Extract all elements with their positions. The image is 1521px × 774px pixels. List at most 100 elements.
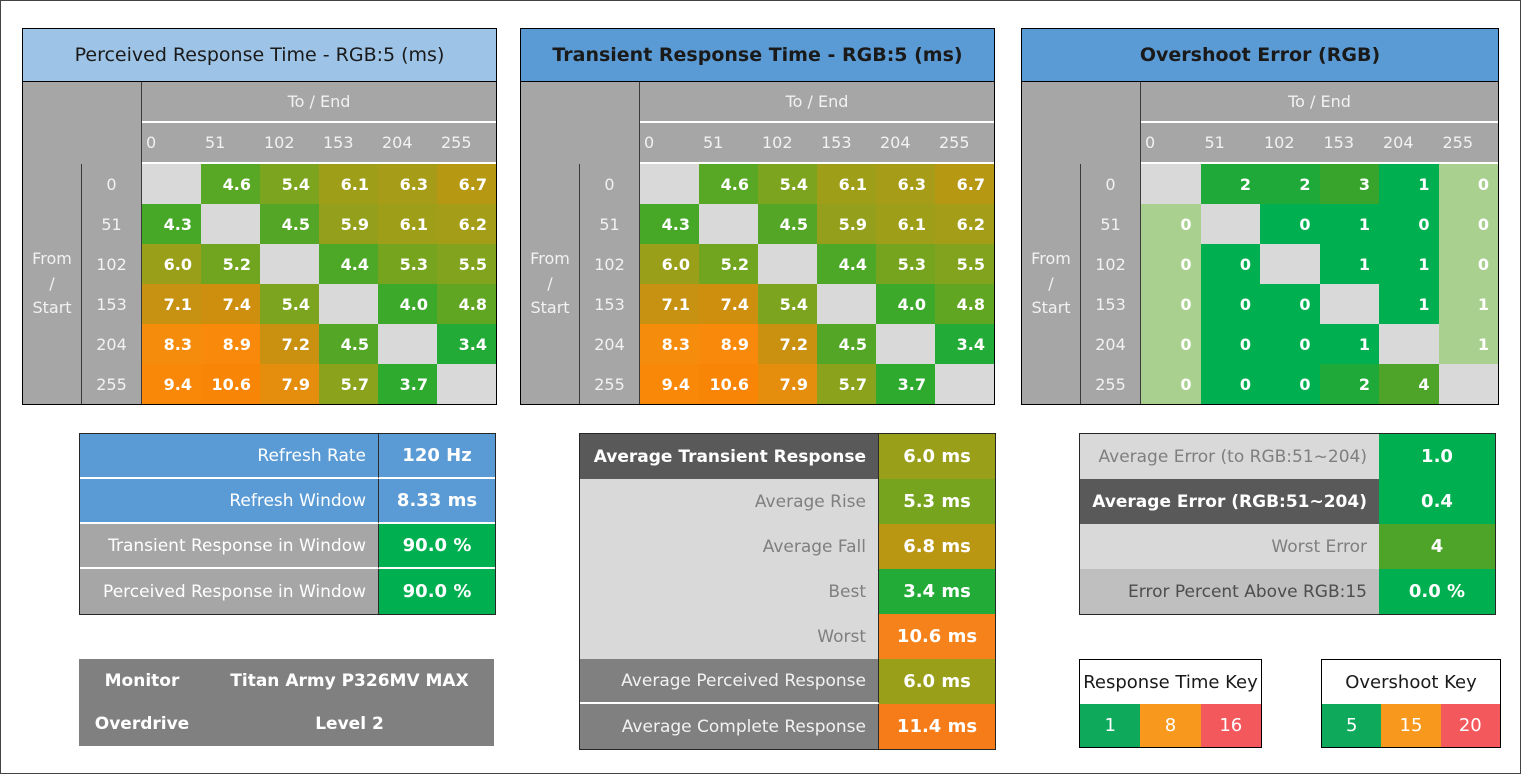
summary-value: 90.0 % (379, 569, 495, 614)
summary-label: Average Rise (580, 479, 879, 524)
heatmap-cell: 6.1 (319, 164, 378, 204)
heatmap-cell: 6.7 (437, 164, 496, 204)
transient-response-heatmap: Transient Response Time - RGB:5 (ms) To /… (520, 28, 995, 405)
row-group-label-line: Start (32, 298, 72, 318)
col-header-51: 51 (201, 123, 260, 164)
col-header-153: 153 (319, 123, 378, 164)
col-header-51: 51 (1200, 123, 1260, 164)
heatmap-cell-diagonal (876, 324, 935, 364)
heatmap-cell: 5.9 (319, 204, 378, 244)
heatmap-cell: 1 (1379, 164, 1439, 204)
heatmap-cell: 1 (1319, 324, 1379, 364)
heatmap-cell: 1 (1379, 244, 1439, 284)
summary-label: Worst (580, 614, 879, 659)
row-group-label-line: / (1048, 273, 1054, 293)
heatmap-cell-diagonal (1200, 204, 1260, 244)
to-end-header: To / End (640, 82, 994, 123)
heatmap-cell: 0 (1200, 364, 1260, 404)
monitor-info-block: Monitor Titan Army P326MV MAX Overdrive Lev… (79, 659, 494, 746)
summary-label: Average Complete Response (580, 704, 879, 749)
row-header-255: 255 (580, 364, 640, 404)
heatmap-cell: 0 (1141, 204, 1201, 244)
heatmap-cell: 10.6 (699, 364, 758, 404)
summary-value: 3.4 ms (879, 569, 995, 614)
heatmap-cell: 0 (1438, 204, 1498, 244)
heatmap-cell: 0 (1260, 324, 1320, 364)
response-time-key: Response Time Key 1 8 16 (1079, 659, 1262, 748)
row-header-153: 153 (580, 284, 640, 324)
key-swatches: 5 15 20 (1322, 704, 1500, 747)
heatmap-cell: 9.4 (640, 364, 699, 404)
key-swatch-5: 5 (1322, 704, 1382, 747)
col-header-255: 255 (935, 123, 994, 164)
settings-summary-table: Refresh Rate 120 Hz Refresh Window 8.33 ms T… (79, 433, 496, 615)
summary-value: 90.0 % (379, 524, 495, 569)
row-header-51: 51 (1081, 204, 1141, 244)
heatmap-cell: 8.9 (201, 324, 260, 364)
heatmap-cell: 5.5 (935, 244, 994, 284)
heatmap-cell: 7.4 (201, 284, 260, 324)
info-label: Monitor (104, 670, 180, 691)
key-title: Response Time Key (1080, 660, 1261, 704)
row-header-51: 51 (580, 204, 640, 244)
heatmap-cell: 0 (1200, 324, 1260, 364)
heatmap-cell: 6.2 (437, 204, 496, 244)
summary-label: Worst Error (1080, 524, 1379, 569)
to-end-header: To / End (1141, 82, 1498, 123)
heatmap-cell: 0 (1260, 364, 1320, 404)
heatmap-cell: 3.7 (378, 364, 437, 404)
col-header-153: 153 (1319, 123, 1379, 164)
summary-label: Average Perceived Response (580, 659, 879, 704)
heatmap-cell: 5.4 (260, 284, 319, 324)
heatmap-cell: 3.4 (437, 324, 496, 364)
heatmap-cell: 5.7 (817, 364, 876, 404)
row-group-label: From / Start (1022, 164, 1081, 404)
heatmap-cell: 0 (1260, 204, 1320, 244)
row-group-label-line: Start (1031, 298, 1071, 318)
heatmap-cell: 1 (1438, 284, 1498, 324)
heatmap-cell-diagonal (378, 324, 437, 364)
heatmap-cell: 4.4 (319, 244, 378, 284)
row-header-255: 255 (1081, 364, 1141, 404)
heatmap-cell: 6.0 (640, 244, 699, 284)
heatmap-cell-diagonal (935, 364, 994, 404)
heatmap-cell: 4.5 (260, 204, 319, 244)
summary-label: Refresh Rate (80, 434, 379, 479)
heatmap-cell: 5.3 (378, 244, 437, 284)
heatmap-cell: 5.2 (699, 244, 758, 284)
transient-summary-table: Average Transient Response 6.0 ms Average … (579, 433, 996, 750)
summary-value: 120 Hz (379, 434, 495, 479)
col-header-102: 102 (1260, 123, 1320, 164)
row-header-204: 204 (1081, 324, 1141, 364)
heatmap-cell: 7.9 (260, 364, 319, 404)
key-swatches: 1 8 16 (1080, 704, 1261, 747)
row-header-102: 102 (82, 244, 142, 284)
summary-label: Average Error (to RGB:51~204) (1080, 434, 1379, 479)
key-title: Overshoot Key (1322, 660, 1500, 704)
heatmap-cell: 6.1 (817, 164, 876, 204)
overshoot-error-heatmap: Overshoot Error (RGB) To / End 0 51 102 153 20… (1021, 28, 1499, 405)
heatmap-cell-diagonal (437, 364, 496, 404)
row-header-255: 255 (82, 364, 142, 404)
heatmap-cell: 5.3 (876, 244, 935, 284)
heatmap-cell: 5.2 (201, 244, 260, 284)
heatmap-cell: 2 (1319, 364, 1379, 404)
row-group-label: From / Start (521, 164, 580, 404)
summary-value: 8.33 ms (379, 479, 495, 524)
row-group-label-line: From (1031, 248, 1071, 268)
heatmap-cell: 0 (1141, 284, 1201, 324)
summary-value: 11.4 ms (879, 704, 995, 749)
col-header-204: 204 (1379, 123, 1439, 164)
row-header-0: 0 (1081, 164, 1141, 204)
summary-label: Average Fall (580, 524, 879, 569)
heatmap-cell-diagonal (1260, 244, 1320, 284)
heatmap-cell: 0 (1379, 204, 1439, 244)
heatmap-cell: 0 (1260, 284, 1320, 324)
heatmap-cell: 10.6 (201, 364, 260, 404)
heatmap-cell: 6.2 (935, 204, 994, 244)
heatmap-title: Transient Response Time - RGB:5 (ms) (521, 29, 994, 82)
heatmap-cell: 4 (1379, 364, 1439, 404)
heatmap-cell: 4.8 (437, 284, 496, 324)
heatmap-cell-diagonal (1438, 364, 1498, 404)
heatmap-cell: 5.9 (817, 204, 876, 244)
